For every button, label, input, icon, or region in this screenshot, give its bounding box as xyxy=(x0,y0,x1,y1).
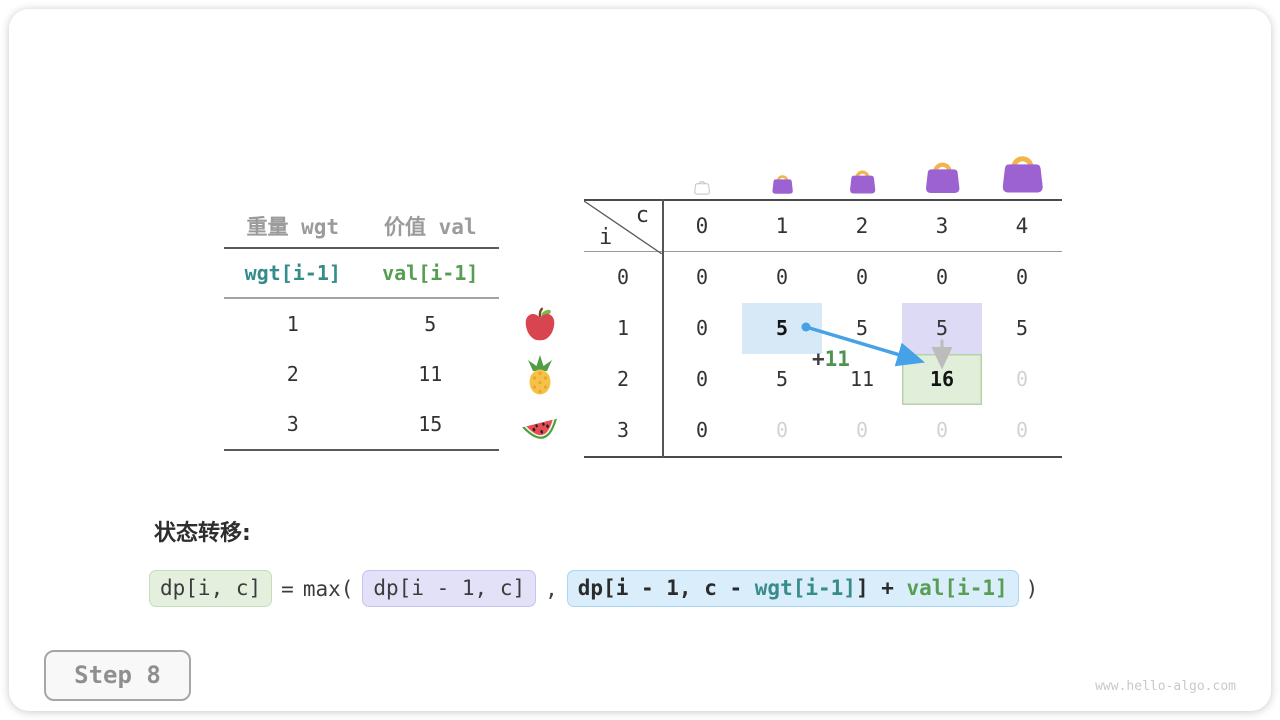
comma: , xyxy=(545,576,558,601)
dp-cell: 0 xyxy=(775,265,789,289)
dp-cell: 5 xyxy=(775,367,789,391)
dp-cell: 0 xyxy=(695,418,709,442)
divider xyxy=(662,199,664,458)
item-value: 5 xyxy=(424,311,437,336)
dp-cell: 0 xyxy=(775,418,789,442)
col-header: 0 xyxy=(695,214,709,238)
dp-row-2: 2 0 5 11 16 0 xyxy=(584,354,1062,405)
table-row: 1 5 xyxy=(224,299,499,349)
dp-row-3: 3 0 0 0 0 0 xyxy=(584,405,1062,456)
pineapple-icon xyxy=(517,350,563,400)
dp-cell: 0 xyxy=(1015,265,1029,289)
bag-medium-icon xyxy=(822,164,902,195)
bag-small-icon xyxy=(742,170,822,195)
option2-val: val[i-1] xyxy=(906,576,1008,600)
items-table: 重量 wgt 价值 val wgt[i-1] val[i-1] 1 5 2 11… xyxy=(224,205,499,451)
transition-formula: dp[i, c] = max( dp[i - 1, c] , dp[i - 1,… xyxy=(149,570,1047,607)
dp-cell: 11 xyxy=(849,367,875,391)
dp-cell: 0 xyxy=(1015,418,1029,442)
row-header: 0 xyxy=(616,265,630,289)
added-value: 11 xyxy=(824,347,850,371)
row-header: 2 xyxy=(616,367,630,391)
items-header-weight: 重量 wgt xyxy=(246,215,340,239)
dp-header-row: c i 0 1 2 3 4 xyxy=(583,199,1062,255)
table-row: 2 11 xyxy=(224,349,499,399)
option2-mid: ] + xyxy=(855,576,907,600)
diagonal-line xyxy=(583,200,663,255)
close-paren: ) xyxy=(1025,576,1039,601)
formula-option2: dp[i - 1, c - wgt[i-1]] + val[i-1] xyxy=(566,570,1019,607)
dp-cell-source-blue: 5 xyxy=(742,303,822,354)
col-header: 3 xyxy=(935,214,949,238)
divider xyxy=(224,247,499,249)
item-weight: 2 xyxy=(286,361,299,386)
items-header-value: 价值 val xyxy=(383,215,477,239)
equals-sign: = xyxy=(281,576,294,601)
formula-option1: dp[i - 1, c] xyxy=(362,570,537,607)
canvas-card: 重量 wgt 价值 val wgt[i-1] val[i-1] 1 5 2 11… xyxy=(9,9,1271,711)
table-row: 3 15 xyxy=(224,399,499,449)
dp-table: c i 0 1 2 3 4 0 0 0 0 0 0 1 xyxy=(583,199,1062,458)
col-header: 4 xyxy=(1015,214,1029,238)
item-value: 15 xyxy=(418,411,443,436)
col-axis-label: c xyxy=(635,203,649,228)
dp-cell: 5 xyxy=(1015,316,1029,340)
col-header: 2 xyxy=(855,214,869,238)
dp-cell: 0 xyxy=(935,418,949,442)
dp-table-area: c i 0 1 2 3 4 0 0 0 0 0 0 1 xyxy=(583,143,1066,473)
item-icons xyxy=(517,300,563,450)
step-badge: Step 8 xyxy=(44,650,191,701)
col-header: 1 xyxy=(775,214,789,238)
option2-prefix: dp[i - 1, c - xyxy=(577,576,755,600)
bag-outline-icon xyxy=(662,177,742,195)
dp-row-0: 0 0 0 0 0 0 xyxy=(584,252,1062,303)
dp-cell-source-purple: 5 xyxy=(902,303,982,354)
option2-wgt: wgt[i-1] xyxy=(754,576,856,600)
item-value: 11 xyxy=(418,361,443,386)
watermark: www.hello-algo.com xyxy=(1095,679,1236,694)
dp-cell: 0 xyxy=(695,367,709,391)
row-header: 3 xyxy=(616,418,630,442)
row-axis-label: i xyxy=(599,225,613,250)
dp-cell: 0 xyxy=(855,265,869,289)
dp-cell: 0 xyxy=(1015,367,1029,391)
capacity-bags xyxy=(584,143,1066,199)
item-weight: 3 xyxy=(286,411,299,436)
dp-corner-cell: c i xyxy=(583,200,663,255)
max-open: max( xyxy=(302,576,354,601)
items-subheader-val: val[i-1] xyxy=(382,261,479,285)
apple-icon xyxy=(517,300,563,350)
item-weight: 1 xyxy=(286,311,299,336)
plus-sign: + xyxy=(812,347,825,371)
formula-lhs: dp[i, c] xyxy=(149,570,273,607)
items-subheader-wgt: wgt[i-1] xyxy=(244,261,341,285)
dp-cell-target-green: 16 xyxy=(902,354,982,405)
divider xyxy=(224,448,499,451)
bag-xlarge-icon xyxy=(982,146,1062,195)
items-rows: 1 5 2 11 3 15 xyxy=(224,299,499,449)
dp-cell: 0 xyxy=(935,265,949,289)
add-value-annotation: +11 xyxy=(812,347,850,371)
dp-cell: 0 xyxy=(695,316,709,340)
dp-cell: 0 xyxy=(695,265,709,289)
transition-heading: 状态转移: xyxy=(154,521,251,546)
bag-large-icon xyxy=(902,154,982,195)
watermelon-icon xyxy=(517,400,563,450)
divider xyxy=(224,297,499,299)
dp-cell: 0 xyxy=(855,418,869,442)
row-header: 1 xyxy=(616,316,630,340)
